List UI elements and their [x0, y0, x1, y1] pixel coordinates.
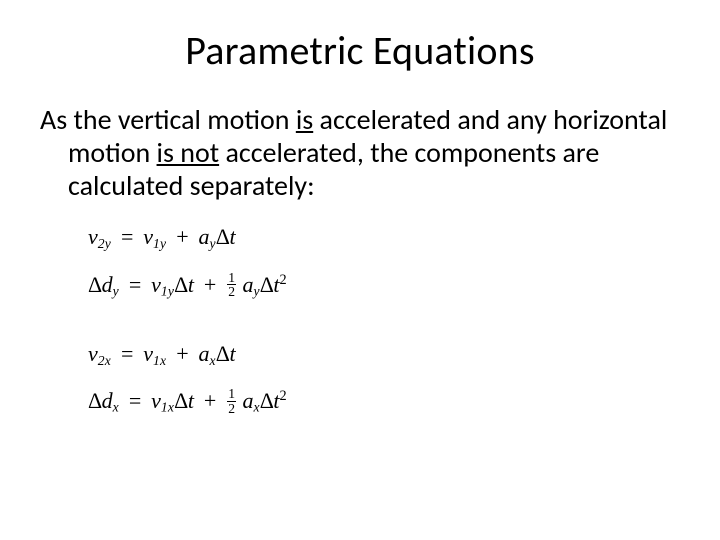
para-isnot-underline: is not	[157, 135, 220, 170]
slide: Parametric Equations As the vertical mot…	[0, 0, 720, 540]
sym-t: t	[188, 271, 194, 296]
sym-t: t	[229, 224, 235, 249]
sym-a: a	[243, 388, 254, 413]
para-seg-1: As the vertical motion	[40, 102, 296, 137]
sym-delta: Δ	[174, 388, 188, 413]
body-paragraph: As the vertical motion is accelerated an…	[40, 103, 680, 202]
sym-plus: +	[204, 388, 216, 413]
sym-delta: Δ	[88, 388, 102, 413]
slide-title: Parametric Equations	[40, 26, 680, 75]
sym-plus: +	[176, 341, 188, 366]
sub-y: y	[113, 283, 119, 298]
sym-v: v	[151, 271, 161, 296]
frac-half: 12	[227, 387, 236, 415]
sym-eq: =	[121, 224, 133, 249]
sym-t: t	[229, 341, 235, 366]
sym-eq: =	[129, 271, 141, 296]
sym-d: d	[102, 271, 113, 296]
sym-eq: =	[121, 341, 133, 366]
sym-delta: Δ	[174, 271, 188, 296]
equation-v2y: v2y = v1y + ayΔt	[88, 226, 680, 250]
sym-v: v	[88, 224, 98, 249]
sym-eq: =	[129, 388, 141, 413]
frac-num: 1	[227, 271, 236, 286]
sym-delta: Δ	[88, 271, 102, 296]
sub-1x: 1x	[153, 353, 166, 368]
equation-ddy: Δdy = v1yΔt + 12 ayΔt2	[88, 271, 680, 299]
sym-v: v	[88, 341, 98, 366]
sym-delta: Δ	[260, 388, 274, 413]
sub-1y: 1y	[153, 236, 166, 251]
equations-block: v2y = v1y + ayΔt Δdy = v1yΔt + 12 ayΔt2 …	[40, 226, 680, 415]
frac-num: 1	[227, 387, 236, 402]
sym-t: t	[188, 388, 194, 413]
sym-a: a	[199, 224, 210, 249]
sym-delta: Δ	[260, 271, 274, 296]
exp-2: 2	[280, 272, 287, 288]
exp-2: 2	[280, 388, 287, 404]
sym-plus: +	[204, 271, 216, 296]
frac-den: 2	[227, 402, 236, 416]
frac-half: 12	[227, 271, 236, 299]
sym-plus: +	[176, 224, 188, 249]
sub-2y: 2y	[98, 236, 111, 251]
sym-a: a	[243, 271, 254, 296]
sub-1x: 1x	[161, 400, 174, 415]
frac-den: 2	[227, 285, 236, 299]
sub-2x: 2x	[98, 353, 111, 368]
sym-v: v	[143, 341, 153, 366]
sym-v: v	[143, 224, 153, 249]
sym-delta: Δ	[216, 224, 230, 249]
equation-v2x: v2x = v1x + axΔt	[88, 343, 680, 367]
sym-v: v	[151, 388, 161, 413]
sym-delta: Δ	[216, 341, 230, 366]
sub-x: x	[113, 400, 119, 415]
para-is-underline: is	[296, 102, 313, 137]
sym-a: a	[199, 341, 210, 366]
sym-d: d	[102, 388, 113, 413]
equation-ddx: Δdx = v1xΔt + 12 axΔt2	[88, 387, 680, 415]
sub-1y: 1y	[161, 283, 174, 298]
